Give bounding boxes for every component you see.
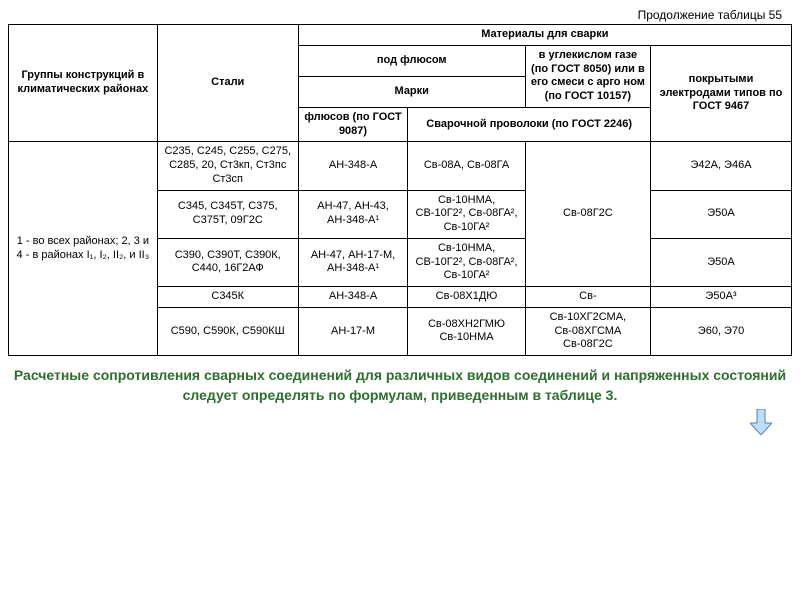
hdr-brands: Марки bbox=[298, 76, 525, 107]
cell-flux: АН-348-А bbox=[298, 142, 408, 190]
table-caption: Продолжение таблицы 55 bbox=[8, 8, 792, 22]
hdr-materials: Материалы для сварки bbox=[298, 25, 791, 46]
cell-wire2: Св- bbox=[525, 287, 650, 308]
cell-wire2: Св-08Г2С bbox=[525, 142, 650, 287]
hdr-steels: Стали bbox=[157, 25, 298, 142]
cell-steels: С235, С245, С255, С275, С285, 20, Ст3кп,… bbox=[157, 142, 298, 190]
welding-materials-table: Группы конструкций в климатических район… bbox=[8, 24, 792, 356]
hdr-co2: в углекислом газе (по ГОСТ 8050) или в е… bbox=[525, 45, 650, 107]
cell-wire1: Св-08Х1ДЮ bbox=[408, 287, 525, 308]
cell-elec: Э60, Э70 bbox=[651, 307, 792, 355]
cell-elec: Э42А, Э46А bbox=[651, 142, 792, 190]
cell-steels: С590, С590К, С590КШ bbox=[157, 307, 298, 355]
hdr-flux: под флюсом bbox=[298, 45, 525, 76]
hdr-groups: Группы конструкций в климатических район… bbox=[9, 25, 158, 142]
down-arrow-icon bbox=[8, 409, 792, 438]
cell-flux: АН-47, АН-43, АН-348-А¹ bbox=[298, 190, 408, 238]
cell-wire1: Св-08А, Св-08ГА bbox=[408, 142, 525, 190]
cell-elec: Э50А bbox=[651, 190, 792, 238]
cell-flux: АН-17-М bbox=[298, 307, 408, 355]
cell-elec: Э50А³ bbox=[651, 287, 792, 308]
cell-elec: Э50А bbox=[651, 238, 792, 286]
table-row: 1 - во всех районах; 2, 3 и 4 - в района… bbox=[9, 142, 792, 190]
cell-steels: С345, С345Т, С375, С375Т, 09Г2С bbox=[157, 190, 298, 238]
cell-wire1: Св-10НМА, СВ-10Г2², Св-08ГА², Св-10ГА² bbox=[408, 190, 525, 238]
cell-wire1: Св-10НМА, СВ-10Г2², Св-08ГА², Св-10ГА² bbox=[408, 238, 525, 286]
cell-flux: АН-47, АН-17-М, АН-348-А¹ bbox=[298, 238, 408, 286]
hdr-wire-col: Сварочной проволоки (по ГОСТ 2246) bbox=[408, 107, 651, 142]
hdr-electrodes: покрытыми электродами типов по ГОСТ 9467 bbox=[651, 45, 792, 142]
footnote-text: Расчетные сопротивления сварных соединен… bbox=[8, 366, 792, 405]
groups-cell: 1 - во всех районах; 2, 3 и 4 - в района… bbox=[9, 142, 158, 356]
hdr-flux-col: флюсов (по ГОСТ 9087) bbox=[298, 107, 408, 142]
cell-steels: С345К bbox=[157, 287, 298, 308]
cell-flux: АН-348-А bbox=[298, 287, 408, 308]
cell-wire1: Св-08ХН2ГМЮ Св-10НМА bbox=[408, 307, 525, 355]
cell-steels: С390, С390Т, С390К, С440, 16Г2АФ bbox=[157, 238, 298, 286]
cell-wire2: Св-10ХГ2СМА, Св-08ХГСМА Св-08Г2С bbox=[525, 307, 650, 355]
